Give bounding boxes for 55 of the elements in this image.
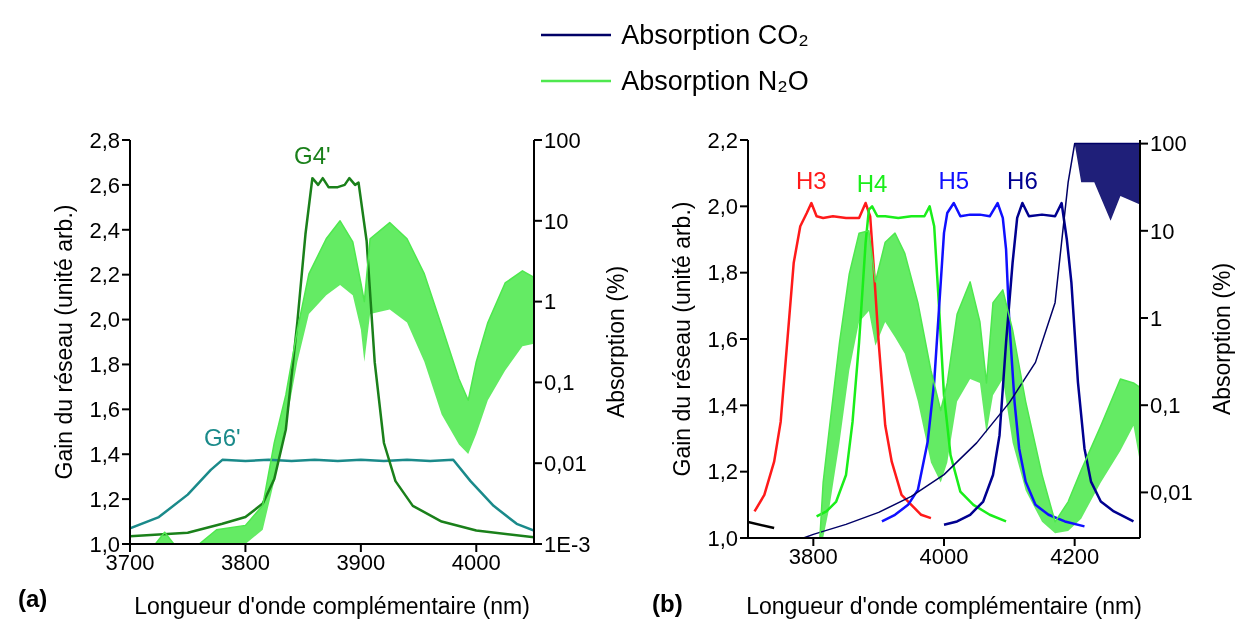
y-tick-label: 1,2	[707, 459, 738, 485]
x-tick-label: 4000	[919, 543, 969, 569]
y2-tick-label: 1	[1150, 305, 1163, 331]
y-tick-label: 2,0	[707, 194, 738, 220]
y2-axis-title: Absorption (%)	[603, 265, 630, 419]
y-tick-label: 2,8	[89, 127, 120, 153]
series-label: G6'	[204, 423, 241, 451]
line-series	[130, 458, 534, 532]
series-label: G4'	[294, 142, 331, 170]
y-tick-label: 1,8	[89, 352, 120, 378]
y2-tick-label: 1E-3	[544, 531, 591, 557]
y-tick-label: 2,2	[707, 127, 738, 153]
y-tick-label: 1,4	[707, 393, 738, 419]
x-axis-title: Longueur d'onde complémentaire (nm)	[746, 593, 1142, 619]
x-tick-label: 4200	[1050, 543, 1100, 569]
y-tick-label: 2,2	[89, 262, 120, 288]
y-tick-label: 1,6	[707, 326, 738, 352]
y-tick-label: 2,4	[89, 217, 120, 243]
legend-label: Absorption CO₂	[621, 19, 809, 51]
y2-tick-label: 0,1	[544, 370, 575, 396]
y2-tick-label: 100	[1150, 131, 1187, 157]
x-tick-label: 3900	[336, 549, 386, 575]
x-tick-label: 4000	[451, 549, 501, 575]
text: (a)	[18, 585, 48, 613]
y2-tick-label: 1	[544, 289, 557, 315]
y2-tick-label: 10	[1150, 218, 1175, 244]
y-axis-title: Gain du réseau (unité arb.)	[51, 204, 78, 480]
x-tick-label: 3800	[788, 543, 838, 569]
y-tick-label: 1,2	[89, 486, 120, 512]
y2-tick-label: 0,01	[544, 451, 587, 477]
line-series	[130, 176, 534, 539]
series-label: H6	[1007, 167, 1038, 195]
y-tick-label: 2,0	[89, 307, 120, 333]
y-axis-title: Gain du réseau (unité arb.)	[669, 201, 696, 477]
y2-axis-title: Absorption (%)	[1209, 262, 1236, 416]
y-tick-label: 1,6	[89, 397, 120, 423]
legend-label: Absorption N₂O	[621, 65, 809, 97]
y2-tick-label: 0,01	[1150, 480, 1193, 506]
line-series	[942, 201, 1135, 526]
y-tick-label: 1,8	[707, 260, 738, 286]
y-tick-label: 2,6	[89, 172, 120, 198]
x-tick-label: 3800	[220, 549, 270, 575]
y2-tick-label: 10	[544, 208, 569, 234]
y2-tick-label: 0,1	[1150, 393, 1181, 419]
y-tick-label: 1,0	[707, 525, 738, 551]
series-label: H3	[796, 167, 827, 195]
text: (b)	[652, 590, 683, 618]
series-label: H4	[856, 170, 888, 198]
line-series	[753, 201, 933, 520]
x-axis-title: Longueur d'onde complémentaire (nm)	[134, 593, 530, 619]
y-tick-label: 1,4	[89, 442, 120, 468]
line-series	[880, 201, 1086, 528]
line-series	[815, 205, 1008, 523]
y2-tick-label: 100	[544, 127, 581, 153]
series-label: H5	[938, 167, 970, 195]
